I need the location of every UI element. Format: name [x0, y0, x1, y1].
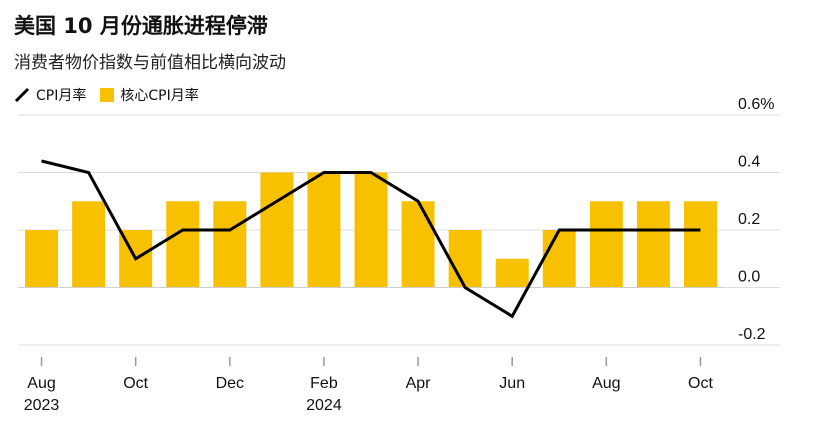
y-tick-label: -0.2	[738, 326, 766, 343]
core-cpi-bar	[401, 201, 435, 288]
chart-title: 美国 10 月份通胀进程停滞	[14, 14, 268, 38]
x-tick-label: Feb	[310, 375, 338, 392]
core-cpi-bar	[448, 230, 482, 288]
legend-item-core: 核心CPI月率	[100, 85, 199, 105]
legend-swatch-core	[100, 88, 115, 102]
core-cpi-bar	[213, 201, 247, 288]
legend: CPI月率 核心CPI月率	[14, 85, 213, 105]
core-cpi-bar	[495, 258, 529, 288]
x-tick-label: Oct	[123, 375, 148, 392]
legend-item-cpi: CPI月率	[14, 85, 86, 105]
core-cpi-bar	[260, 172, 294, 288]
core-cpi-bar	[589, 201, 623, 288]
x-tick-label: Apr	[406, 375, 432, 392]
core-cpi-bar	[72, 201, 106, 288]
legend-label-cpi: CPI月率	[36, 88, 87, 104]
x-tick-label: Jun	[499, 375, 525, 392]
core-cpi-bar	[25, 230, 59, 288]
y-tick-label: 0.2	[738, 211, 760, 228]
y-tick-label: 0.0	[738, 269, 760, 286]
x-tick-label: Dec	[216, 375, 244, 392]
legend-line-icon	[14, 87, 30, 103]
x-tick-label: Oct	[688, 375, 713, 392]
y-tick-label: 0.4	[738, 154, 760, 171]
core-cpi-bar	[307, 172, 341, 288]
x-tick-label: Aug	[27, 375, 55, 392]
core-cpi-bar	[354, 172, 388, 288]
x-tick-label: Aug	[592, 375, 620, 392]
core-cpi-bar	[683, 201, 717, 288]
core-cpi-bar	[636, 201, 670, 288]
x-tick-year-label: 2024	[306, 397, 342, 414]
legend-label-core: 核心CPI月率	[120, 88, 199, 104]
core-cpi-bar	[542, 230, 576, 288]
core-cpi-bar	[166, 201, 200, 288]
x-tick-year-label: 2023	[24, 397, 60, 414]
chart-subtitle: 消费者物价指数与前值相比横向波动	[14, 53, 286, 73]
y-tick-label: 0.6%	[738, 96, 774, 113]
